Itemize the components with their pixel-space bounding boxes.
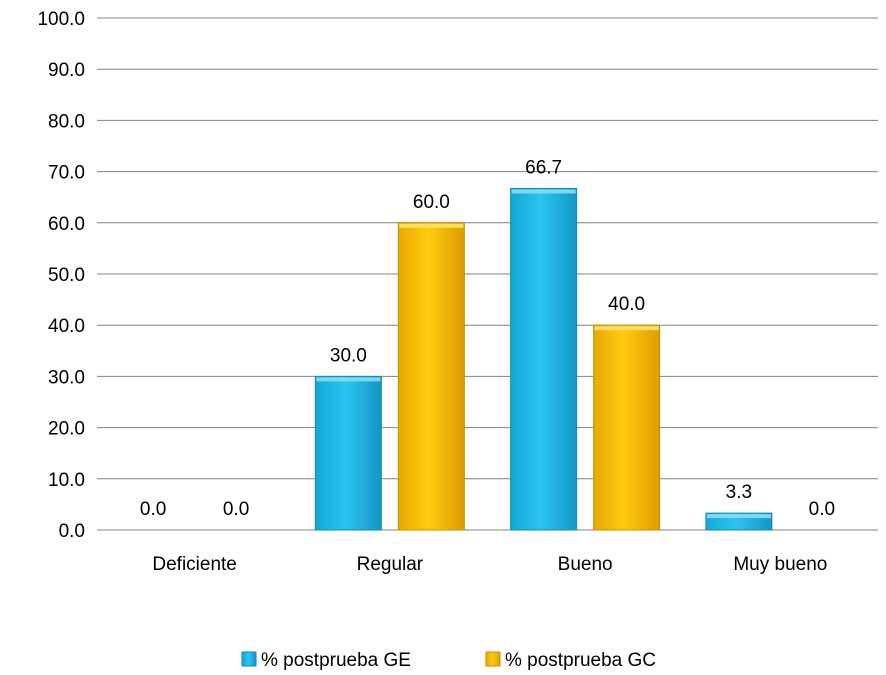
y-tick-label: 60.0 [48,214,85,235]
data-label: 40.0 [608,294,645,315]
category-label: Deficiente [152,554,237,575]
legend-label-gc: % postprueba GC [505,650,656,671]
bar [397,222,465,531]
legend-label-ge: % postprueba GE [261,650,411,671]
bar [510,187,578,531]
y-tick-label: 70.0 [48,163,85,184]
y-tick-label: 80.0 [48,111,85,132]
data-label: 66.7 [525,157,562,178]
bar-highlight [706,514,771,519]
category-label: Muy bueno [733,554,827,575]
bar [314,375,382,531]
legend-swatch-ge [241,651,257,667]
data-label: 0.0 [140,499,166,520]
bar-highlight [594,326,659,331]
data-label: 0.0 [809,499,835,520]
category-label: Regular [357,554,424,575]
data-labels: 0.0 0.0 30.0 60.0 66.7 40.0 3.3 0.0 [140,157,835,520]
category-labels: Deficiente Regular Bueno Muy bueno [152,554,827,575]
bar [593,324,661,531]
category-label: Bueno [558,554,613,575]
y-tick-label: 50.0 [48,265,85,286]
y-axis-tick-labels: 0.0 10.0 20.0 30.0 40.0 50.0 60.0 70.0 80.0 90.0 1… [37,9,85,542]
y-tick-label: 20.0 [48,419,85,440]
y-tick-label: 0.0 [59,521,85,542]
y-tick-label: 10.0 [48,470,85,491]
legend-swatch-gc [485,651,501,667]
bar-highlight [511,189,576,194]
bar-highlight [399,223,464,228]
data-label: 60.0 [413,192,450,213]
data-label: 0.0 [223,499,249,520]
y-tick-label: 90.0 [48,60,85,81]
gridlines [97,17,878,531]
y-tick-label: 30.0 [48,367,85,388]
data-label: 3.3 [726,482,752,503]
bars [314,187,773,531]
data-label: 30.0 [330,345,367,366]
legend: % postprueba GE % postprueba GC [241,650,656,671]
bar-highlight [316,377,381,382]
y-tick-label: 40.0 [48,316,85,337]
y-tick-label: 100.0 [37,9,85,30]
